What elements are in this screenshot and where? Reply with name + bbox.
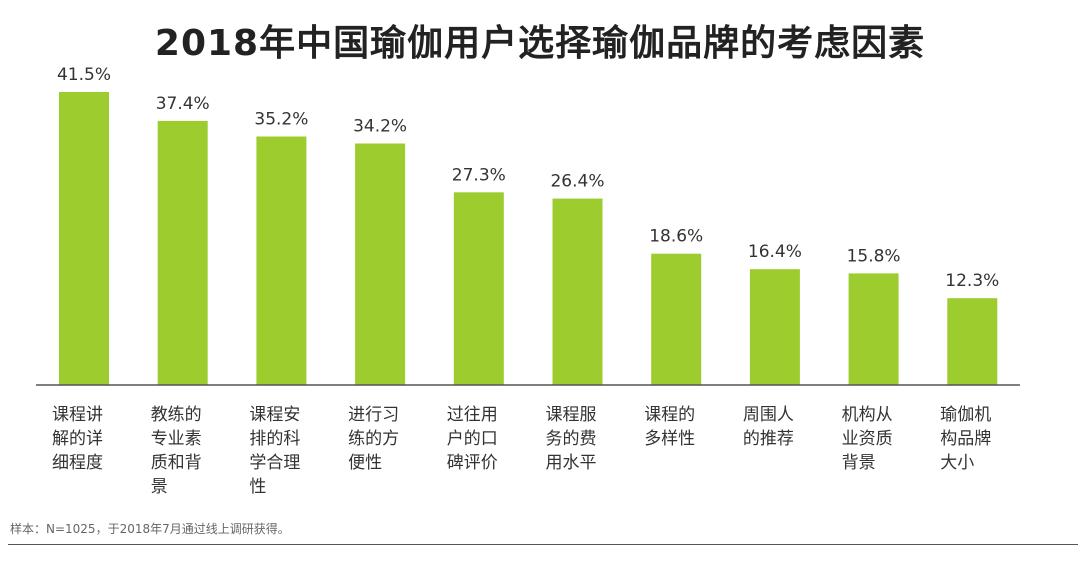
category-label-8: 周围人的推荐 (743, 405, 794, 449)
category-label-3: 课程安排的科学合理性 (249, 405, 300, 497)
bar-8 (749, 269, 800, 385)
category-label-4: 进行习练的方便性 (348, 405, 399, 473)
category-label-6: 课程服务的费用水平 (546, 405, 597, 473)
bars-group (59, 92, 998, 386)
category-labels-group: 课程讲解的详细程度教练的专业素质和背景课程安排的科学合理性进行习练的方便性过往用… (52, 405, 991, 497)
category-label-2: 教练的专业素质和背景 (151, 405, 202, 497)
value-label-4: 34.2% (353, 117, 407, 137)
value-label-10: 12.3% (945, 271, 999, 291)
value-label-9: 15.8% (847, 246, 901, 266)
bar-2 (157, 120, 208, 386)
footer-divider (8, 544, 1078, 545)
category-label-7: 课程的多样性 (644, 405, 695, 449)
bar-4 (355, 143, 406, 385)
bar-7 (651, 253, 702, 385)
chart-title: 2018年中国瑜伽用户选择瑜伽品牌的考虑因素 (154, 23, 926, 64)
value-label-6: 26.4% (550, 172, 604, 192)
category-label-1: 课程讲解的详细程度 (52, 405, 103, 473)
category-label-5: 过往用户的口碑评价 (447, 405, 498, 473)
category-label-10: 瑜伽机构品牌大小 (940, 405, 991, 473)
category-label-9: 机构从业资质背景 (842, 405, 893, 473)
bar-9 (848, 273, 899, 385)
value-label-1: 41.5% (57, 65, 111, 85)
bar-1 (59, 92, 109, 385)
value-label-2: 37.4% (156, 94, 210, 114)
value-label-5: 27.3% (452, 165, 506, 185)
bar-3 (256, 136, 307, 385)
bar-6 (552, 198, 603, 385)
value-labels-group: 41.5% 37.4% 35.2% 34.2% 27.3% 26.4% 18.6% 16.4%… (57, 65, 999, 291)
value-label-7: 18.6% (649, 227, 703, 247)
bar-10 (947, 298, 998, 385)
bar-5 (453, 192, 504, 385)
value-label-3: 35.2% (254, 110, 308, 130)
sample-note: 样本：N=1025，于2018年7月通过线上调研获得。 (10, 522, 290, 536)
value-label-8: 16.4% (748, 242, 802, 262)
